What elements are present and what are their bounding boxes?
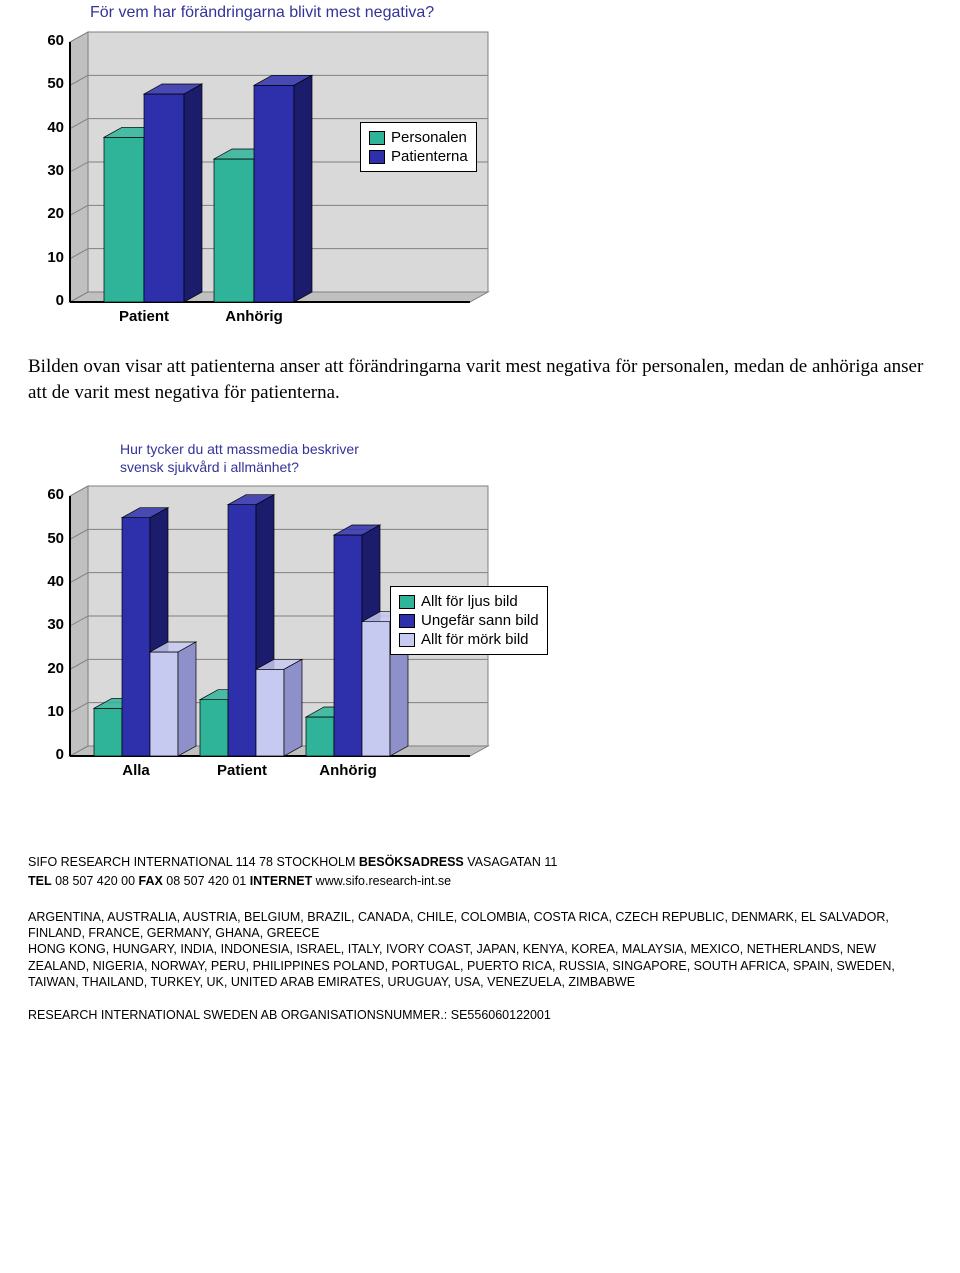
legend-row: Personalen bbox=[369, 129, 468, 146]
chart-legend: Personalen Patienterna bbox=[360, 122, 477, 172]
legend-label: Patienterna bbox=[391, 148, 468, 165]
legend-label: Ungefär sann bild bbox=[421, 612, 539, 629]
chart1: För vem har förändringarna blivit mest n… bbox=[0, 4, 960, 342]
footer-internet-label: INTERNET bbox=[250, 874, 313, 888]
chart-svg bbox=[20, 476, 740, 796]
footer-visit-value: VASAGATAN 11 bbox=[464, 855, 558, 869]
footer-visit-label: BESÖKSADRESS bbox=[359, 855, 464, 869]
legend-swatch bbox=[399, 595, 415, 609]
legend-row: Allt för mörk bild bbox=[399, 631, 539, 648]
chart2-plot: 0102030405060AllaPatientAnhörigAllt för … bbox=[20, 476, 960, 796]
footer-tel-label: TEL bbox=[28, 874, 52, 888]
legend-label: Allt för ljus bild bbox=[421, 593, 518, 610]
footer-orgnum: RESEARCH INTERNATIONAL SWEDEN AB ORGANIS… bbox=[28, 1008, 932, 1022]
legend-row: Patienterna bbox=[369, 148, 468, 165]
footer-internet-value: www.sifo.research-int.se bbox=[312, 874, 451, 888]
chart1-plot: 0102030405060PatientAnhörigPersonalenPat… bbox=[20, 22, 960, 342]
chart2-title-line1: Hur tycker du att massmedia beskriver bbox=[120, 441, 359, 457]
legend-row: Ungefär sann bild bbox=[399, 612, 539, 629]
legend-swatch bbox=[369, 150, 385, 164]
footer-org: SIFO RESEARCH INTERNATIONAL 114 78 STOCK… bbox=[28, 855, 359, 869]
chart-legend: Allt för ljus bild Ungefär sann bild Allt … bbox=[390, 586, 548, 655]
footer-fax-label: FAX bbox=[139, 874, 163, 888]
legend-swatch bbox=[369, 131, 385, 145]
chart1-title: För vem har förändringarna blivit mest n… bbox=[90, 4, 960, 22]
legend-swatch bbox=[399, 614, 415, 628]
footer-address: SIFO RESEARCH INTERNATIONAL 114 78 STOCK… bbox=[28, 854, 932, 889]
legend-label: Personalen bbox=[391, 129, 467, 146]
body-paragraph: Bilden ovan visar att patienterna anser … bbox=[28, 354, 932, 405]
footer-tel-value: 08 507 420 00 bbox=[52, 874, 139, 888]
chart2: Hur tycker du att massmedia beskriver sv… bbox=[0, 441, 960, 796]
legend-label: Allt för mörk bild bbox=[421, 631, 529, 648]
legend-swatch bbox=[399, 633, 415, 647]
legend-row: Allt för ljus bild bbox=[399, 593, 539, 610]
footer-fax-value: 08 507 420 01 bbox=[163, 874, 250, 888]
chart-svg bbox=[20, 22, 740, 342]
footer-countries: ARGENTINA, AUSTRALIA, AUSTRIA, BELGIUM, … bbox=[28, 909, 932, 990]
chart2-title-line2: svensk sjukvård i allmänhet? bbox=[120, 459, 299, 475]
chart2-title: Hur tycker du att massmedia beskriver sv… bbox=[120, 441, 960, 476]
